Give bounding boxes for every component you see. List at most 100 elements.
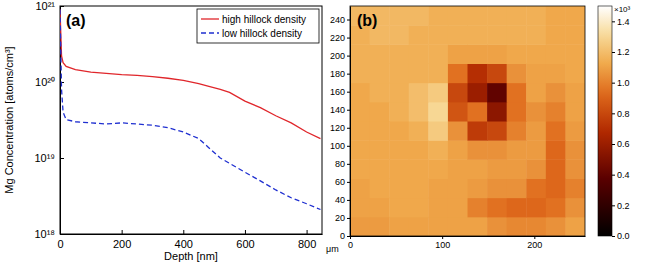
heatmap-cell — [546, 102, 566, 122]
x-axis-tick-mark — [122, 230, 123, 234]
heatmap-cell — [565, 179, 585, 199]
heatmap-cell — [468, 64, 488, 84]
heatmap-cell — [370, 44, 390, 64]
heatmap-cell — [507, 6, 527, 26]
y-axis-title: Mg Concentration [atoms/cm³] — [3, 46, 15, 193]
heatmap-cell — [409, 198, 429, 218]
cells — [350, 6, 585, 236]
heatmap-cell — [565, 140, 585, 160]
y-axis-b-tick: 60 — [335, 177, 350, 187]
heatmap-cell — [507, 198, 527, 218]
heatmap-cell — [370, 159, 390, 179]
x-axis-tick: 200 — [113, 230, 131, 250]
x-axis-title: μm — [326, 244, 339, 254]
heatmap-cell — [546, 25, 566, 45]
colorbar-axis-tick-mark — [612, 175, 615, 176]
panel-a: 020040060080010¹⁸10¹⁹10²⁰10²¹Depth [nm]M… — [3, 0, 323, 262]
heatmap-cell — [526, 44, 546, 64]
heatmap-cell — [350, 102, 370, 122]
heatmap-cell — [389, 64, 409, 84]
heatmap-cell — [546, 179, 566, 199]
y-axis-b-tick: 160 — [330, 87, 350, 97]
colorbar-axis-tick-label: 1.0 — [617, 78, 630, 88]
x-axis-b-tick-label: 100 — [435, 240, 450, 250]
y-axis-b-tick-label: 120 — [330, 123, 345, 133]
heatmap-cell — [389, 140, 409, 160]
x-axis-tick-label: 600 — [236, 238, 254, 250]
heatmap-cell — [409, 83, 429, 103]
legend-swatch — [201, 32, 219, 33]
heatmap-cell — [565, 25, 585, 45]
x-axis-b-tick: 200 — [527, 236, 542, 250]
heatmap-cell — [487, 121, 507, 141]
colorbar-axis-tick-label: 0.6 — [617, 139, 630, 149]
heatmap-cell — [370, 64, 390, 84]
heatmap-cell — [526, 102, 546, 122]
y-axis-b-tick-label: 140 — [330, 105, 345, 115]
heatmap-cell — [409, 25, 429, 45]
panel-label: (a) — [66, 12, 86, 29]
heatmap-cell — [370, 179, 390, 199]
heatmap-cell — [487, 6, 507, 26]
heatmap-cell — [468, 102, 488, 122]
heatmap-cell — [428, 179, 448, 199]
y-axis-b-tick-label: 40 — [335, 195, 345, 205]
y-axis-tick-label: 10¹⁹ — [34, 152, 55, 164]
y-axis-b-tick: 120 — [330, 123, 350, 133]
colorbar-axis-tick-label: 0.4 — [617, 170, 630, 180]
colorbar-axis-tick-label: 0.0 — [617, 231, 630, 241]
heatmap-cell — [565, 102, 585, 122]
heatmap-cell — [487, 83, 507, 103]
x-axis-b-tick: 0 — [348, 236, 353, 250]
heatmap-cell — [526, 6, 546, 26]
x-axis-tick: 400 — [175, 230, 193, 250]
heatmap-cell — [526, 140, 546, 160]
heatmap-cell — [409, 44, 429, 64]
colorbar-axis-tick: 0.0 — [612, 231, 630, 241]
y-axis-tick-label: 10¹⁸ — [34, 228, 55, 240]
y-axis-b-tick-mark — [347, 74, 350, 75]
colorbar-axis-tick-mark — [612, 144, 615, 145]
y-axis-b-tick-mark — [347, 110, 350, 111]
heatmap-cell — [487, 198, 507, 218]
heatmap-cell — [565, 6, 585, 26]
panel-b: 0100200020406080100120140160180200220240… — [326, 5, 631, 254]
heatmap-cell — [565, 64, 585, 84]
heatmap-cell — [468, 83, 488, 103]
y-axis-b-tick-mark — [347, 38, 350, 39]
heatmap-cell — [546, 121, 566, 141]
x-axis-tick: 600 — [236, 230, 254, 250]
y-axis-b-tick: 140 — [330, 105, 350, 115]
x-axis-tick-mark — [307, 230, 308, 234]
heatmap-cell — [428, 83, 448, 103]
heatmap-cell — [448, 64, 468, 84]
heatmap-cell — [448, 44, 468, 64]
heatmap-cell — [409, 159, 429, 179]
y-axis-b-tick: 40 — [335, 195, 350, 205]
y-axis-b-tick: 220 — [330, 33, 350, 43]
heatmap-cell — [370, 102, 390, 122]
heatmap-cell — [507, 217, 527, 236]
heatmap-cell — [546, 217, 566, 236]
heatmap-cell — [526, 121, 546, 141]
y-axis-b: 020406080100120140160180200220240 — [330, 7, 351, 242]
y-axis-b-tick-label: 220 — [330, 33, 345, 43]
heatmap-cell — [350, 83, 370, 103]
heatmap-cell — [370, 121, 390, 141]
series-line — [60, 9, 320, 209]
colorbar-axis-tick-label: 0.8 — [617, 109, 630, 119]
y-axis-b-tick: 0 — [340, 231, 350, 241]
plot-frame — [350, 6, 585, 236]
heatmap-cell — [487, 217, 507, 236]
heatmap-cell — [448, 179, 468, 199]
heatmap-cell — [507, 102, 527, 122]
heatmap-cell — [448, 6, 468, 26]
heatmap-cell — [468, 44, 488, 64]
colorbar-axis-tick: 1.2 — [612, 47, 630, 57]
y-axis-tick-mark — [60, 158, 64, 159]
heatmap-cell — [409, 121, 429, 141]
x-axis-tick-label: 0 — [57, 238, 63, 250]
x-axis-b-tick-label: 0 — [348, 240, 353, 250]
x-axis: 0200400600800 — [57, 230, 322, 250]
heatmap-cell — [370, 198, 390, 218]
